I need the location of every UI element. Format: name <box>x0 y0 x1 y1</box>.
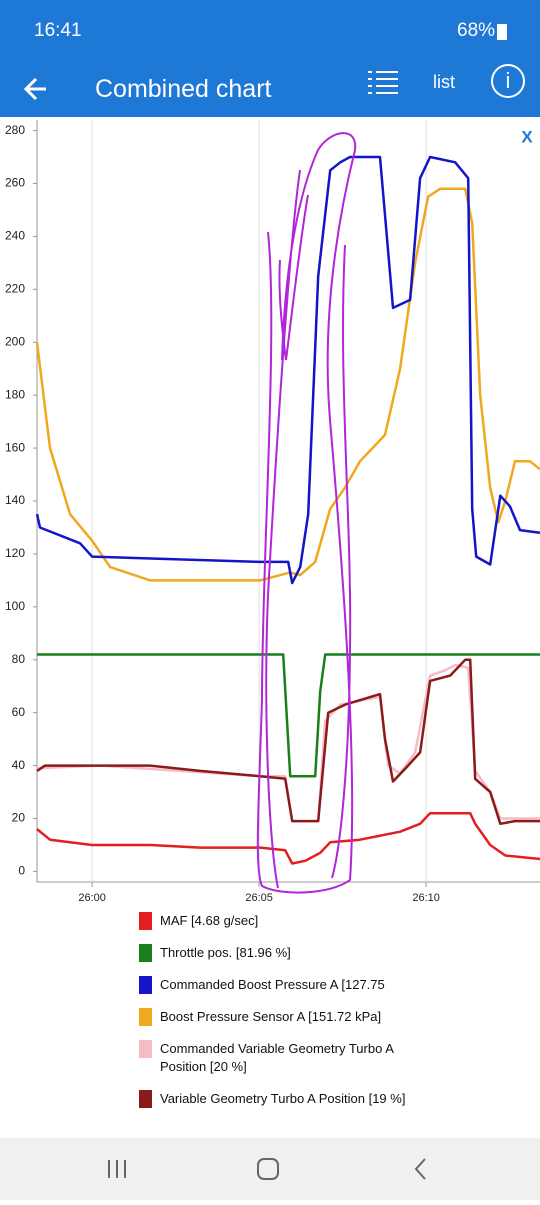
y-tick-label: 280 <box>5 123 25 137</box>
chart: 26:00 26:05 26:10 0 20 40 60 80 100 120 140 160 180 2… <box>5 120 540 904</box>
x-tick-label: 26:05 <box>245 892 273 904</box>
y-tick-label: 100 <box>5 599 25 613</box>
legend-swatch <box>139 912 152 930</box>
battery: 68% <box>457 20 496 41</box>
series-line <box>36 658 540 826</box>
y-tick-label: 80 <box>12 652 26 666</box>
battery-icon <box>497 24 507 40</box>
legend-label: Boost Pressure Sensor A [151.72 kPa] <box>160 1009 382 1024</box>
legend-swatch <box>139 1040 152 1058</box>
screen-title: Combined chart <box>95 75 272 103</box>
legend-label: Commanded Boost Pressure A [127.75 <box>160 977 385 992</box>
y-tick-label: 200 <box>5 334 25 348</box>
y-tick-label: 160 <box>5 440 25 454</box>
plot: 26:00 26:05 26:10 0 20 40 60 80 100 120 140 160 180 2… <box>5 120 540 904</box>
nav-icons <box>108 1158 426 1180</box>
legend-entry[interactable]: Variable Geometry Turbo A Position [19 %… <box>139 1090 409 1108</box>
series-line <box>35 155 540 585</box>
y-tick-label: 120 <box>5 546 25 560</box>
legend-label: Throttle pos. [81.96 %] <box>160 945 291 960</box>
x-tick-label: 26:10 <box>412 892 440 904</box>
y-tick-label: 140 <box>5 493 25 507</box>
app-bar: Combined chart list i <box>0 62 540 117</box>
y-tick-label: 220 <box>5 282 25 296</box>
y-tick-label: 40 <box>12 758 26 772</box>
list-button[interactable]: list <box>433 72 455 92</box>
freehand-annotation <box>256 132 357 894</box>
back-button[interactable] <box>22 74 52 104</box>
legend-label: Commanded Variable Geometry Turbo A Posi… <box>160 1041 394 1074</box>
legend-swatch <box>139 1090 152 1108</box>
clock: 16:41 <box>34 20 82 41</box>
nav-bar <box>0 1138 540 1200</box>
info-button[interactable]: i <box>491 64 525 98</box>
y-tick-label: 240 <box>5 229 25 243</box>
close-chart[interactable]: X <box>521 127 533 146</box>
legend-swatch <box>139 976 152 994</box>
legend: MAF [4.68 g/sec] Throttle pos. [81.96 %] C… <box>139 912 409 1122</box>
legend-swatch <box>139 944 152 962</box>
legend-entry[interactable]: Commanded Variable Geometry Turbo A Posi… <box>139 1040 409 1076</box>
legend-label: Variable Geometry Turbo A Position [19 %… <box>160 1091 406 1106</box>
legend-entry[interactable]: Throttle pos. [81.96 %] <box>139 944 409 962</box>
series-line <box>37 653 540 778</box>
series-line <box>36 811 540 865</box>
legend-label: MAF [4.68 g/sec] <box>160 913 259 928</box>
legend-entry[interactable]: Commanded Boost Pressure A [127.75 <box>139 976 409 994</box>
series-line <box>35 187 540 582</box>
x-tick-label: 26:00 <box>78 892 106 904</box>
y-tick-label: 180 <box>5 387 25 401</box>
y-tick-label: 60 <box>12 705 26 719</box>
list-icon[interactable] <box>366 68 400 96</box>
y-tick-label: 0 <box>18 864 25 878</box>
legend-entry[interactable]: MAF [4.68 g/sec] <box>139 912 409 930</box>
legend-swatch <box>139 1008 152 1026</box>
y-tick-label: 260 <box>5 176 25 190</box>
status-bar: 16:41 68% <box>0 0 540 62</box>
legend-entry[interactable]: Boost Pressure Sensor A [151.72 kPa] <box>139 1008 409 1026</box>
y-tick-label: 20 <box>12 811 26 825</box>
